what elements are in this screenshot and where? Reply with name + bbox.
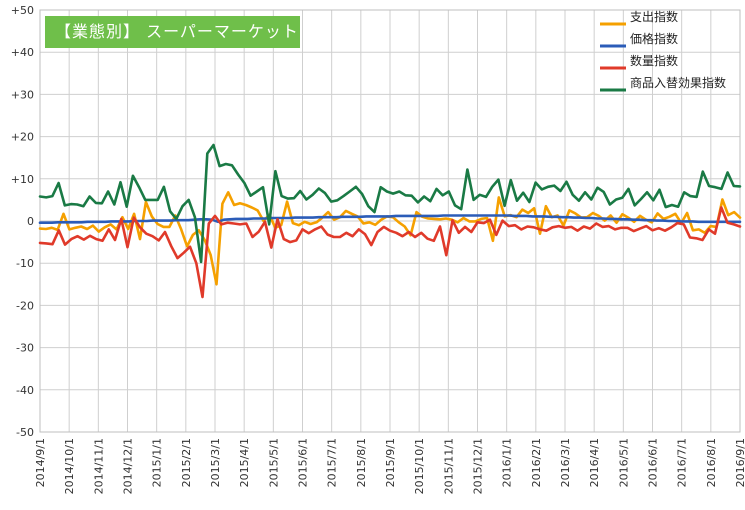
y-tick-label: +50 [11, 4, 34, 17]
series-line-2 [38, 206, 742, 299]
x-tick-label: 2016/3/1 [559, 438, 572, 487]
x-tick-label: 2015/9/1 [384, 438, 397, 487]
chart-title: 【業態別】 スーパーマーケット [45, 16, 300, 48]
x-tick-label: 2015/7/1 [326, 438, 339, 487]
y-axis: +50 +40 +30 +20 +10 0 -10 -20 -30 -40 -50 [11, 4, 34, 439]
x-axis: 2014/9/1 2014/10/1 2014/11/1 2014/12/1 2015/… [34, 438, 745, 494]
x-tick-label: 2016/2/1 [530, 438, 543, 487]
x-tick-label: 2016/1/1 [501, 438, 514, 487]
x-tick-label: 2015/10/1 [413, 438, 426, 494]
x-tick-label: 2015/11/1 [442, 438, 455, 494]
x-tick-label: 2015/6/1 [297, 438, 310, 487]
x-tick-label: 2015/5/1 [267, 438, 280, 487]
y-tick-label: +40 [11, 46, 34, 59]
x-tick-label: 2014/10/1 [63, 438, 76, 494]
y-tick-label: -50 [16, 426, 34, 439]
x-tick-label: 2016/5/1 [617, 438, 630, 487]
x-tick-label: 2014/12/1 [122, 438, 135, 494]
y-tick-label: +10 [11, 173, 34, 186]
x-tick-label: 2014/11/1 [92, 438, 105, 494]
y-tick-label: -30 [16, 342, 34, 355]
x-tick-label: 2016/8/1 [705, 438, 718, 487]
x-tick-label: 2015/2/1 [180, 438, 193, 487]
y-tick-label: +20 [11, 131, 34, 144]
legend-label: 価格指数 [630, 31, 678, 46]
y-tick-label: 0 [27, 215, 34, 228]
y-tick-label: -10 [16, 257, 34, 270]
legend-label: 支出指数 [630, 9, 678, 24]
x-tick-label: 2015/1/1 [151, 438, 164, 487]
y-tick-label: +30 [11, 88, 34, 101]
legend-label: 商品入替効果指数 [630, 75, 726, 90]
x-tick-label: 2015/8/1 [355, 438, 368, 487]
x-tick-label: 2016/7/1 [676, 438, 689, 487]
series-line-3 [38, 143, 742, 264]
y-tick-label: -20 [16, 299, 34, 312]
x-tick-label: 2015/4/1 [238, 438, 251, 487]
y-tick-label: -40 [16, 384, 34, 397]
x-tick-label: 2015/12/1 [472, 438, 485, 494]
x-tick-label: 2016/9/1 [734, 438, 745, 487]
series-lines [38, 143, 742, 299]
legend-label: 数量指数 [630, 53, 678, 68]
x-tick-label: 2014/9/1 [34, 438, 47, 487]
x-tick-label: 2016/6/1 [647, 438, 660, 487]
x-tick-label: 2016/4/1 [588, 438, 601, 487]
x-tick-label: 2015/3/1 [209, 438, 222, 487]
series-line-1 [38, 214, 742, 224]
